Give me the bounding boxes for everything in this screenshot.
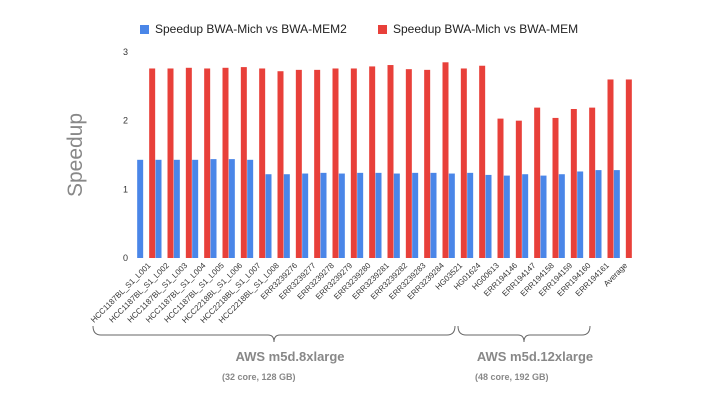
- group-label: AWS m5d.8xlarge: [235, 349, 344, 364]
- bar: [430, 172, 437, 258]
- bar: [577, 171, 584, 258]
- group-sublabel: (32 core, 128 GB): [222, 372, 296, 382]
- bar: [485, 174, 492, 258]
- bar: [357, 172, 364, 258]
- bar: [497, 118, 504, 259]
- bar: [375, 172, 382, 258]
- y-tick-label: 0: [123, 253, 128, 263]
- bar: [228, 159, 235, 258]
- bar: [314, 69, 321, 258]
- bar: [405, 69, 412, 259]
- bar: [185, 67, 192, 258]
- bar: [295, 69, 302, 258]
- bar: [149, 68, 156, 258]
- bar: [613, 170, 620, 258]
- group-label: AWS m5d.12xlarge: [477, 349, 593, 364]
- bar: [302, 173, 309, 258]
- legend-label: Speedup BWA-Mich vs BWA-MEM2: [155, 22, 347, 36]
- bar: [570, 108, 577, 258]
- bar: [625, 79, 632, 258]
- bar: [460, 68, 467, 258]
- y-tick-label: 2: [123, 116, 128, 126]
- bar: [192, 159, 199, 258]
- bar: [320, 172, 327, 258]
- bar: [522, 174, 529, 258]
- y-axis-label: Speedup: [64, 113, 87, 197]
- group-sublabel: (48 core, 192 GB): [475, 372, 549, 382]
- bar: [277, 71, 284, 258]
- bar: [467, 172, 474, 258]
- bar: [332, 68, 339, 258]
- bar: [412, 172, 419, 258]
- bar: [589, 107, 596, 259]
- bar: [607, 79, 614, 258]
- legend-swatch: [378, 25, 387, 34]
- group-bracket: [92, 325, 456, 343]
- bar: [259, 68, 266, 258]
- group-bracket: [457, 325, 591, 343]
- bar: [552, 117, 559, 258]
- bar: [515, 120, 522, 259]
- bar: [424, 69, 431, 258]
- y-tick-label: 1: [123, 184, 128, 194]
- bar: [167, 68, 174, 258]
- bar: [393, 173, 400, 258]
- bar: [155, 159, 162, 258]
- bar: [204, 68, 211, 258]
- bar: [558, 174, 565, 258]
- bar: [222, 67, 229, 258]
- bar: [369, 66, 376, 258]
- bar: [448, 173, 455, 258]
- bar: [247, 159, 254, 258]
- bar: [173, 159, 180, 258]
- bar: [265, 174, 272, 258]
- bar: [350, 68, 357, 258]
- bar: [595, 170, 602, 258]
- bar: [534, 107, 541, 259]
- bar: [503, 175, 510, 258]
- legend-label: Speedup BWA-Mich vs BWA-MEM: [393, 22, 578, 36]
- bar: [210, 159, 217, 258]
- y-tick-label: 3: [123, 47, 128, 57]
- bar: [479, 65, 486, 258]
- bar: [240, 67, 247, 259]
- bar: [387, 65, 394, 259]
- bar: [137, 159, 144, 258]
- bar: [540, 175, 547, 258]
- bar: [442, 62, 449, 258]
- bar: [283, 174, 290, 258]
- legend-swatch: [140, 25, 149, 34]
- bar: [338, 173, 345, 258]
